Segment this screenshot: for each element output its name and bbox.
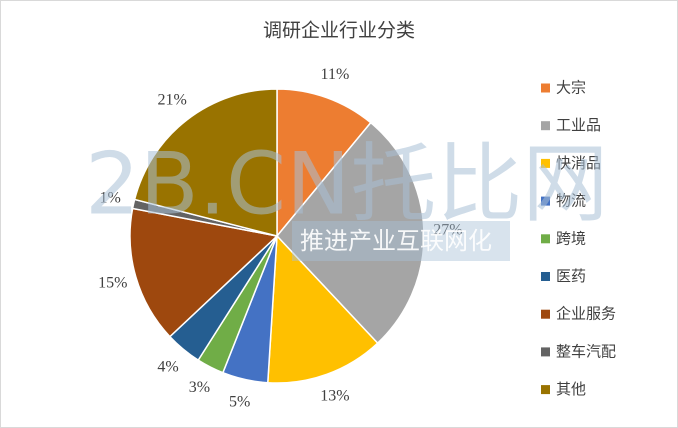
watermark: 推进产业互联网化 — [300, 227, 492, 255]
chart-title: 调研企业行业分类 — [263, 20, 415, 42]
data-label: 15% — [98, 274, 127, 291]
legend-swatch — [541, 347, 550, 357]
legend-label: 其他 — [556, 380, 586, 398]
legend-swatch — [541, 121, 550, 131]
legend-label: 工业品 — [556, 116, 601, 134]
data-label: 21% — [158, 92, 187, 109]
watermark: 2B.CN托比网 — [85, 134, 608, 234]
data-label: 5% — [229, 394, 250, 411]
pie-slice — [133, 88, 278, 237]
data-label: 3% — [189, 379, 210, 396]
legend-swatch — [541, 309, 550, 319]
pie-slice — [266, 234, 379, 384]
data-label: 27% — [433, 221, 462, 238]
legend-label: 企业服务 — [556, 305, 616, 323]
legend-swatch — [541, 234, 550, 244]
legend-swatch — [541, 196, 550, 206]
legend-label: 物流 — [556, 192, 586, 210]
legend-swatch — [541, 385, 550, 395]
legend-label: 医药 — [556, 267, 586, 285]
legend-label: 大宗 — [556, 79, 586, 97]
legend-label: 整车汽配 — [556, 342, 616, 360]
pie-slice — [129, 207, 279, 338]
legend-label: 快消品 — [556, 154, 601, 172]
pie-slice — [276, 88, 372, 239]
data-label: 11% — [321, 66, 350, 83]
legend-swatch — [541, 158, 550, 168]
data-label: 4% — [157, 358, 178, 375]
watermark-band — [292, 221, 510, 261]
data-label: 1% — [99, 189, 120, 206]
data-label: 13% — [320, 388, 349, 405]
legend-swatch — [541, 83, 550, 93]
legend-label: 跨境 — [556, 229, 586, 247]
legend-swatch — [541, 272, 550, 281]
pie-slice — [276, 121, 425, 345]
